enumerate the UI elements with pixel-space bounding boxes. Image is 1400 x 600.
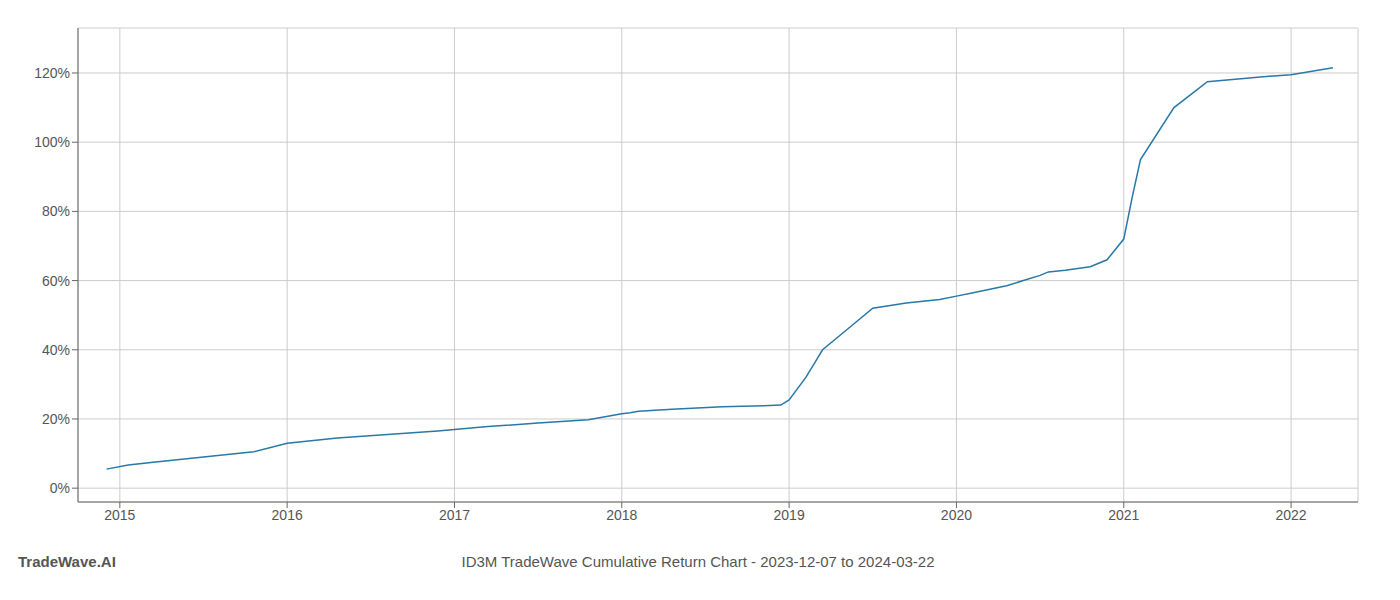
svg-text:2020: 2020 (941, 507, 972, 523)
svg-text:2017: 2017 (439, 507, 470, 523)
svg-text:2018: 2018 (606, 507, 637, 523)
svg-text:2015: 2015 (104, 507, 135, 523)
svg-text:80%: 80% (42, 203, 70, 219)
html-text:ID3M TradeWave Cumulative Retu: ID3M TradeWave Cumulative Return Chart -… (461, 553, 935, 570)
svg-text:100%: 100% (34, 134, 70, 150)
html-text:TradeWave.AI: TradeWave.AI (18, 553, 116, 570)
svg-text:60%: 60% (42, 273, 70, 289)
svg-text:0%: 0% (50, 480, 70, 496)
svg-text:40%: 40% (42, 342, 70, 358)
svg-text:2019: 2019 (774, 507, 805, 523)
svg-text:2022: 2022 (1275, 507, 1306, 523)
svg-text:20%: 20% (42, 411, 70, 427)
svg-text:2016: 2016 (272, 507, 303, 523)
svg-text:2021: 2021 (1108, 507, 1139, 523)
svg-text:120%: 120% (34, 65, 70, 81)
